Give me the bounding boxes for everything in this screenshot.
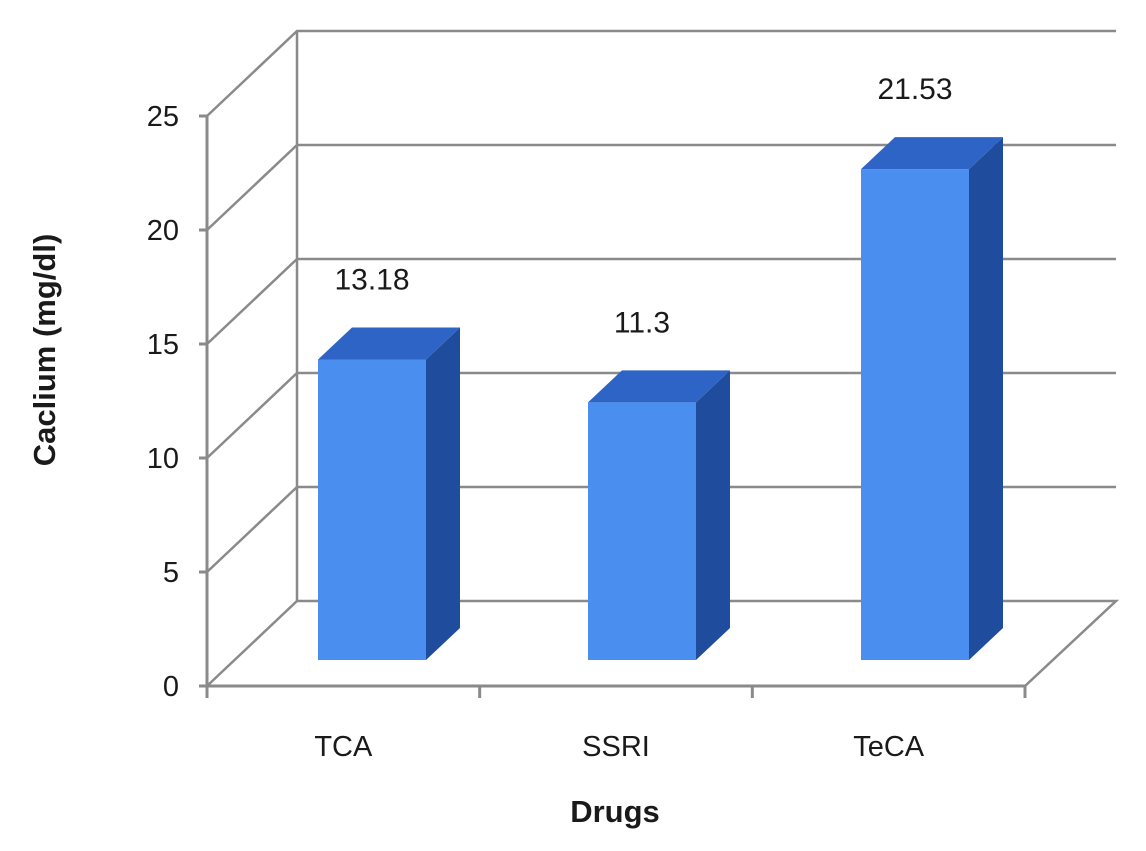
data-label: 13.18 bbox=[334, 263, 409, 296]
y-tick-label: 15 bbox=[147, 329, 179, 361]
gridline bbox=[206, 29, 1116, 117]
bar-top bbox=[588, 370, 730, 403]
data-labels: 13.18 11.3 21.53 bbox=[334, 73, 952, 339]
y-tick-label: 25 bbox=[147, 101, 179, 133]
y-tick-label: 20 bbox=[147, 215, 179, 247]
bar-front bbox=[588, 402, 696, 660]
bar-front bbox=[318, 359, 426, 660]
axes bbox=[199, 114, 1027, 698]
x-tick-label: SSRI bbox=[582, 731, 650, 763]
y-axis-title: Caclium (mg/dl) bbox=[27, 234, 62, 467]
y-tick-label: 10 bbox=[147, 443, 179, 475]
category-labels: TCA SSRI TeCA bbox=[314, 731, 924, 763]
bar-side bbox=[969, 137, 1003, 661]
bar-side bbox=[426, 327, 460, 660]
gridlines bbox=[203, 29, 1120, 688]
bar-top bbox=[861, 137, 1003, 170]
bar-front bbox=[861, 169, 969, 660]
bar-top bbox=[318, 327, 460, 360]
y-tick-label: 5 bbox=[163, 557, 179, 589]
bar-side bbox=[696, 370, 730, 660]
x-axis-title: Drugs bbox=[570, 794, 660, 829]
bar-teca bbox=[861, 137, 1003, 661]
x-tick-label: TCA bbox=[314, 731, 373, 763]
bar-ssri bbox=[588, 370, 730, 660]
bars bbox=[318, 137, 1003, 661]
y-tick-labels: 0 5 10 15 20 25 bbox=[147, 101, 179, 703]
data-label: 21.53 bbox=[877, 73, 952, 106]
y-tick-label: 0 bbox=[163, 671, 179, 703]
x-tick-label: TeCA bbox=[853, 731, 925, 763]
data-label: 11.3 bbox=[614, 306, 670, 339]
bar-tca bbox=[318, 327, 460, 660]
